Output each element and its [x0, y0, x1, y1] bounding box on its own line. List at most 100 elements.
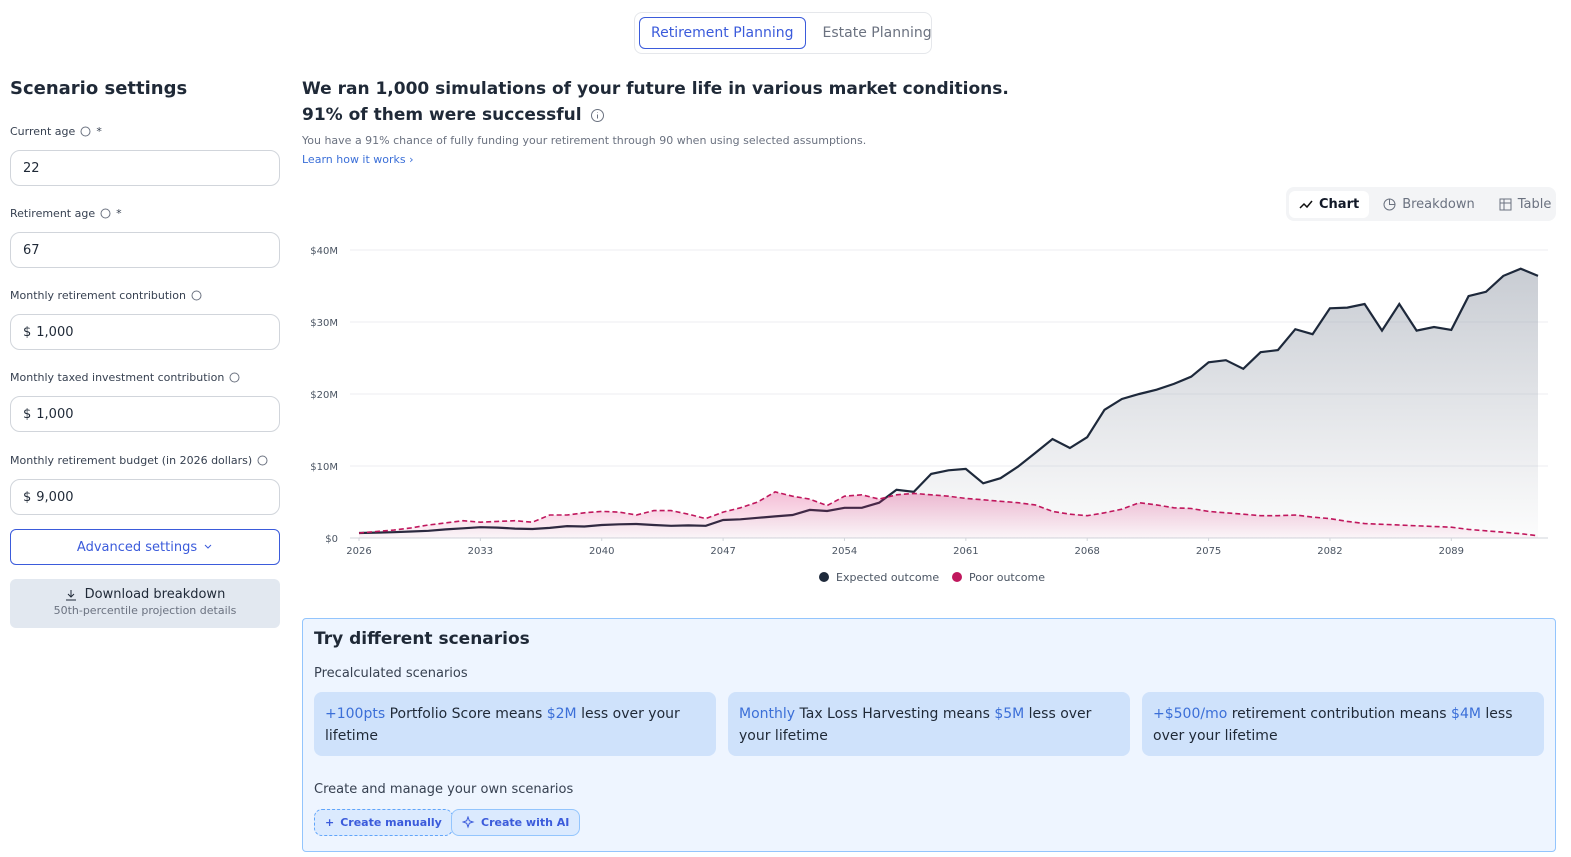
- view-tab[interactable]: Table: [1489, 191, 1562, 218]
- area: [359, 268, 1538, 538]
- x-tick-label: 2089: [1439, 546, 1464, 557]
- input-value: 22: [23, 160, 40, 176]
- x-tick-label: 2047: [710, 546, 735, 557]
- x-tick-label: 2082: [1317, 546, 1342, 557]
- area: [359, 491, 1538, 538]
- info-icon: [100, 208, 111, 219]
- card-text: $4M: [1451, 706, 1481, 722]
- card-text: Monthly: [739, 706, 796, 722]
- y-tick-label: $10M: [310, 462, 338, 473]
- icon-shape: [191, 290, 202, 301]
- view-tab[interactable]: Chart: [1289, 190, 1370, 218]
- input-prefix: $: [23, 324, 32, 340]
- precalc-label: Precalculated scenarios: [314, 666, 468, 681]
- scenario-card[interactable]: Monthly Tax Loss Harvesting means $5M le…: [728, 692, 1130, 756]
- legend-label: Poor outcome: [969, 571, 1045, 584]
- icon: [1499, 198, 1512, 210]
- input[interactable]: $1,000: [10, 314, 280, 350]
- link-text: Learn how it works: [302, 153, 406, 166]
- input-value: 1,000: [36, 324, 74, 340]
- legend-swatch: [819, 572, 829, 582]
- input-value: 1,000: [36, 406, 74, 422]
- download-subtitle: 50th-percentile projection details: [53, 604, 237, 617]
- y-tick-label: $30M: [310, 318, 338, 329]
- icon-shape: [80, 126, 91, 137]
- x-tick-label: 2068: [1074, 546, 1099, 557]
- tab-bar: Retirement Planning Estate Planning: [634, 12, 932, 54]
- input[interactable]: $9,000: [10, 479, 280, 515]
- button-label: Create with AI: [481, 816, 570, 829]
- field-label: Monthly retirement budget (in 2026 dolla…: [10, 454, 268, 467]
- scenarios-panel: Try different scenarios Precalculated sc…: [302, 618, 1556, 852]
- input-prefix: $: [23, 489, 32, 505]
- icon: [1383, 198, 1396, 210]
- label-text: Monthly taxed investment contribution: [10, 371, 225, 384]
- headline-text: 91% of them were successful: [302, 105, 582, 125]
- learn-link[interactable]: Learn how it works ›: [302, 153, 414, 166]
- label-text: Retirement age: [10, 207, 96, 220]
- card-text: Tax Loss Harvesting means: [795, 706, 995, 722]
- field-label: Monthly taxed investment contribution: [10, 371, 240, 384]
- tab[interactable]: Retirement Planning: [639, 17, 806, 49]
- sidebar-title: Scenario settings: [10, 78, 188, 99]
- input[interactable]: 22: [10, 150, 280, 186]
- view-label: Breakdown: [1402, 196, 1475, 212]
- download-button[interactable]: Download breakdown 50th-percentile proje…: [10, 579, 280, 628]
- icon-shape: [100, 208, 111, 219]
- input-value: 67: [23, 242, 40, 258]
- card-text: +100pts: [325, 706, 386, 722]
- icon-shape: [257, 455, 268, 466]
- x-tick-label: 2040: [589, 546, 614, 557]
- headline: 91% of them were successful: [302, 105, 605, 125]
- input[interactable]: 67: [10, 232, 280, 268]
- scenarios-title: Try different scenarios: [314, 629, 530, 649]
- create-ai-button[interactable]: Create with AI: [451, 809, 581, 836]
- info-icon: [229, 372, 240, 383]
- download-icon: [65, 589, 76, 600]
- card-text: retirement contribution means: [1227, 706, 1452, 722]
- icon: +: [325, 816, 335, 829]
- view-label: Chart: [1319, 196, 1360, 212]
- info-icon: [191, 290, 202, 301]
- scenario-card[interactable]: +$500/mo retirement contribution means $…: [1142, 692, 1544, 756]
- tab[interactable]: Estate Planning: [822, 25, 932, 41]
- card-text: +$500/mo: [1153, 706, 1228, 722]
- info-icon: [80, 126, 91, 137]
- card-text: Portfolio Score means: [385, 706, 547, 722]
- create-manual-button[interactable]: + Create manually: [314, 809, 453, 836]
- field-label: Monthly retirement contribution: [10, 289, 202, 302]
- card-text: less over your lifetime: [325, 706, 680, 744]
- field-label: Current age *: [10, 125, 102, 138]
- headline: We ran 1,000 simulations of your future …: [302, 79, 1009, 99]
- required-mark: *: [116, 207, 122, 220]
- input[interactable]: $1,000: [10, 396, 280, 432]
- info-icon[interactable]: [590, 108, 605, 123]
- icon: [1299, 200, 1313, 209]
- card-text: less over your lifetime: [1153, 706, 1513, 744]
- field-label: Retirement age *: [10, 207, 122, 220]
- card-text: $2M: [546, 706, 577, 722]
- input-value: 9,000: [36, 489, 74, 505]
- y-tick-label: $20M: [310, 390, 338, 401]
- button-label: Create manually: [340, 816, 442, 829]
- view-switch: Chart Breakdown Table: [1286, 187, 1556, 221]
- chevron: [204, 544, 212, 549]
- legend-swatch: [952, 572, 962, 582]
- x-tick-label: 2033: [468, 546, 493, 557]
- chart: $0 $10M $20M $30M $40M 2026 2033 2040 2047 2054 20…: [310, 246, 1548, 584]
- x-tick-label: 2075: [1196, 546, 1221, 557]
- input-prefix: $: [23, 406, 32, 422]
- scenario-card[interactable]: +100pts Portfolio Score means $2M less o…: [314, 692, 716, 756]
- icon: [462, 816, 475, 829]
- view-tab[interactable]: Breakdown: [1373, 191, 1485, 218]
- label-text: Monthly retirement budget (in 2026 dolla…: [10, 454, 253, 467]
- label: Advanced settings: [76, 539, 198, 555]
- advanced-button[interactable]: Advanced settings: [10, 529, 280, 565]
- x-tick-label: 2054: [832, 546, 857, 557]
- x-tick-label: 2061: [953, 546, 978, 557]
- line: [358, 491, 1539, 537]
- x-tick-label: 2026: [346, 546, 371, 557]
- icon-shape: [229, 372, 240, 383]
- required-mark: *: [96, 125, 102, 138]
